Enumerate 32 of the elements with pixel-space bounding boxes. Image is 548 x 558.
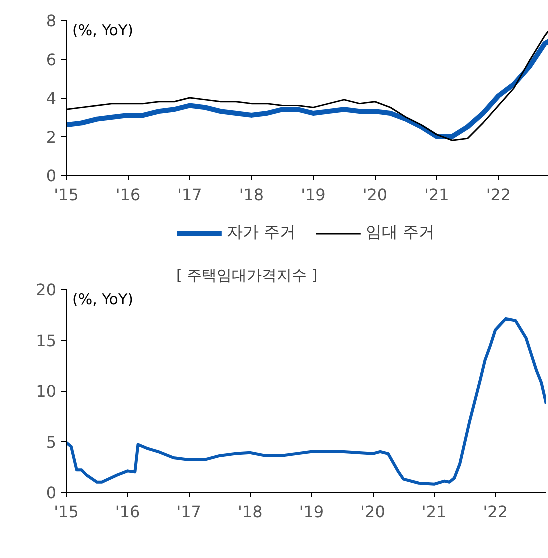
x-tick-label: '22: [483, 502, 508, 522]
x-tick-label: '17: [176, 502, 202, 522]
x-tick-label: '15: [54, 186, 79, 204]
y-axis-title: (%, YoY): [72, 290, 134, 308]
x-tick-label: '18: [238, 502, 263, 522]
y-tick-label: 0: [46, 166, 57, 186]
y-tick-label: 5: [46, 432, 57, 452]
x-tick-label: '16: [115, 502, 140, 522]
x-tick-label: '18: [239, 186, 264, 204]
x-tick-label: '21: [422, 502, 447, 522]
y-tick-label: 20: [36, 280, 56, 300]
x-tick-label: '15: [54, 502, 79, 522]
y-tick-label: 15: [36, 331, 56, 350]
x-tick-label: '20: [362, 186, 388, 204]
x-tick-label: '22: [486, 186, 512, 204]
x-tick-label: '21: [424, 186, 450, 204]
y-tick-label: 10: [36, 382, 56, 401]
x-tick-label: '16: [116, 186, 141, 204]
legend-label: 임대 주거: [366, 222, 436, 244]
legend-label: 자가 주거: [226, 222, 296, 244]
x-tick-label: '19: [301, 186, 326, 204]
line-series: [66, 317, 546, 486]
x-tick-label: '19: [299, 502, 324, 522]
y-tick-label: 2: [46, 128, 57, 147]
y-tick-label: 8: [46, 12, 57, 30]
y-tick-label: 6: [46, 50, 57, 70]
y-axis-title: (%, YoY): [72, 22, 134, 40]
y-tick-label: 0: [46, 484, 57, 502]
y-tick-label: 4: [46, 89, 57, 108]
chart-title: [ 주택임대가격지수 ]: [176, 266, 318, 284]
x-tick-label: '17: [178, 186, 202, 204]
x-tick-label: '20: [360, 502, 386, 522]
